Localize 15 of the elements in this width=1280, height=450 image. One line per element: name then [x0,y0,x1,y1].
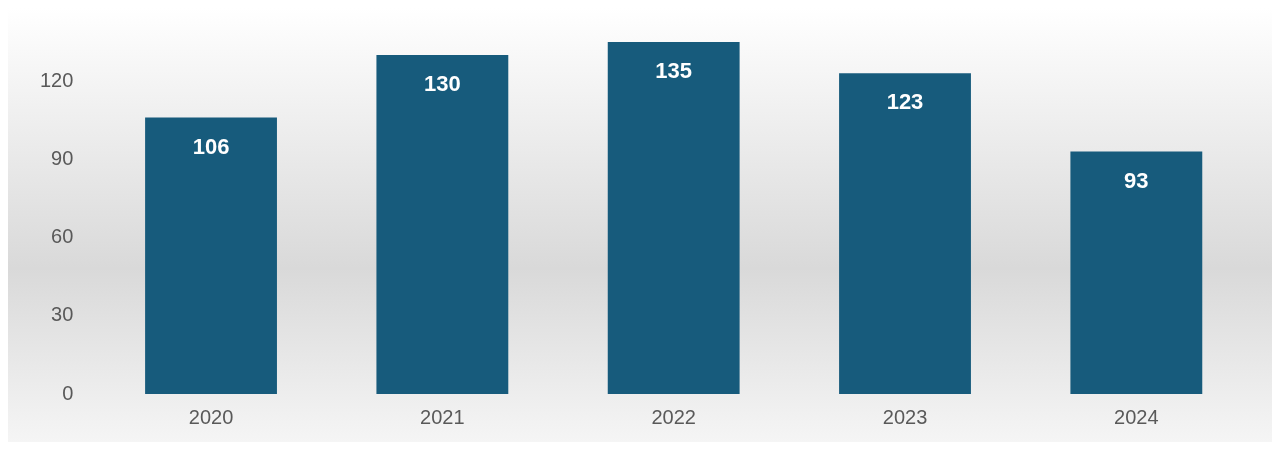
y-tick-label: 60 [51,225,74,248]
y-tick-label: 120 [39,68,74,91]
x-tick-label: 2024 [1114,405,1159,428]
x-tick-label: 2021 [420,405,465,428]
data-label: 106 [192,133,230,159]
x-tick-label: 2022 [651,405,696,428]
y-tick-label: 0 [62,381,74,404]
data-label: 123 [886,89,924,115]
data-label: 93 [1124,167,1149,193]
y-tick-label: 30 [51,303,74,326]
x-tick-label: 2023 [882,405,928,428]
data-label: 130 [424,71,461,97]
y-tick-label: 90 [51,146,74,169]
x-tick-label: 2020 [188,405,234,428]
data-label: 135 [655,58,693,84]
